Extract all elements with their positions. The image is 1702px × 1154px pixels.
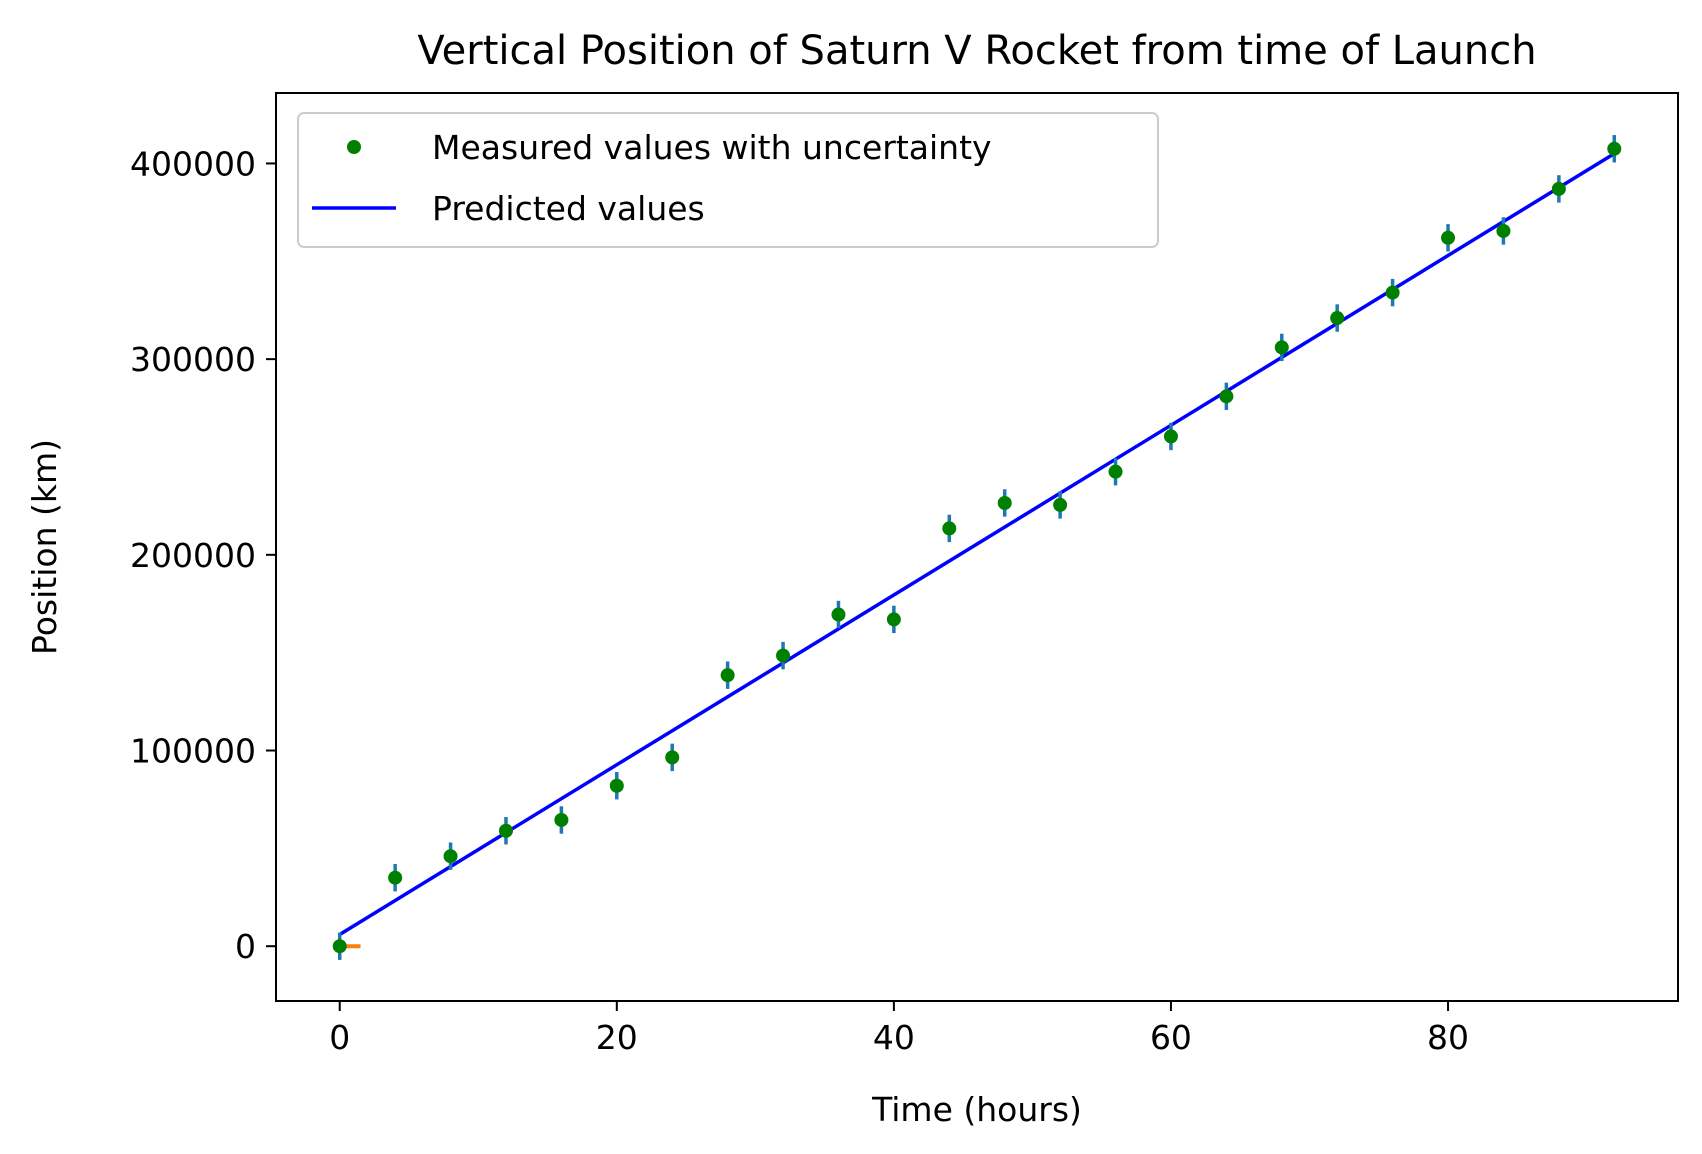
data-point: [886, 612, 901, 627]
data-point: [443, 849, 458, 864]
y-axis-ticks: 0 100000 200000 300000 400000: [130, 144, 276, 966]
x-axis-label: Time (hours): [871, 1090, 1082, 1129]
y-tick-label: 100000: [130, 732, 256, 771]
x-tick-label: 0: [329, 1018, 350, 1057]
predicted-line: [338, 152, 1616, 936]
legend-marker-measured: [347, 140, 361, 154]
data-point: [1053, 497, 1068, 512]
data-point: [388, 870, 403, 885]
y-tick-label: 300000: [130, 340, 256, 379]
data-point: [1219, 389, 1234, 404]
x-tick-label: 80: [1427, 1018, 1469, 1057]
data-point: [1330, 311, 1345, 326]
legend-label-measured: Measured values with uncertainty: [432, 128, 992, 167]
data-point: [665, 750, 680, 765]
data-point: [942, 521, 957, 536]
plot-area: [332, 135, 1622, 960]
data-point: [1274, 340, 1289, 355]
x-axis-ticks: 0 20 40 60 80: [329, 1001, 1469, 1057]
data-point: [831, 607, 846, 622]
legend-box: [297, 112, 1159, 248]
x-tick-label: 60: [1150, 1018, 1192, 1057]
x-tick-label: 20: [596, 1018, 638, 1057]
data-point: [332, 939, 347, 954]
x-tick-label: 40: [873, 1018, 915, 1057]
data-point: [1607, 141, 1622, 156]
data-point: [1385, 285, 1400, 300]
data-point: [554, 812, 569, 827]
data-point: [498, 823, 513, 838]
plot-frame: [275, 92, 1679, 1002]
data-point: [609, 778, 624, 793]
chart-title: Vertical Position of Saturn V Rocket fro…: [417, 28, 1536, 74]
legend: Measured values with uncertainty Predict…: [297, 112, 1159, 248]
data-point: [1108, 464, 1123, 479]
data-point: [997, 495, 1012, 510]
y-tick-label: 0: [235, 927, 256, 966]
y-axis-label: Position (km): [25, 439, 64, 655]
data-point: [776, 648, 791, 663]
data-point: [1163, 429, 1178, 444]
data-point: [1441, 230, 1456, 245]
data-point: [720, 668, 735, 683]
data-point: [1496, 223, 1511, 238]
data-point: [1551, 181, 1566, 196]
y-tick-label: 200000: [130, 536, 256, 575]
legend-label-predicted: Predicted values: [432, 189, 705, 228]
y-tick-label: 400000: [130, 144, 256, 183]
